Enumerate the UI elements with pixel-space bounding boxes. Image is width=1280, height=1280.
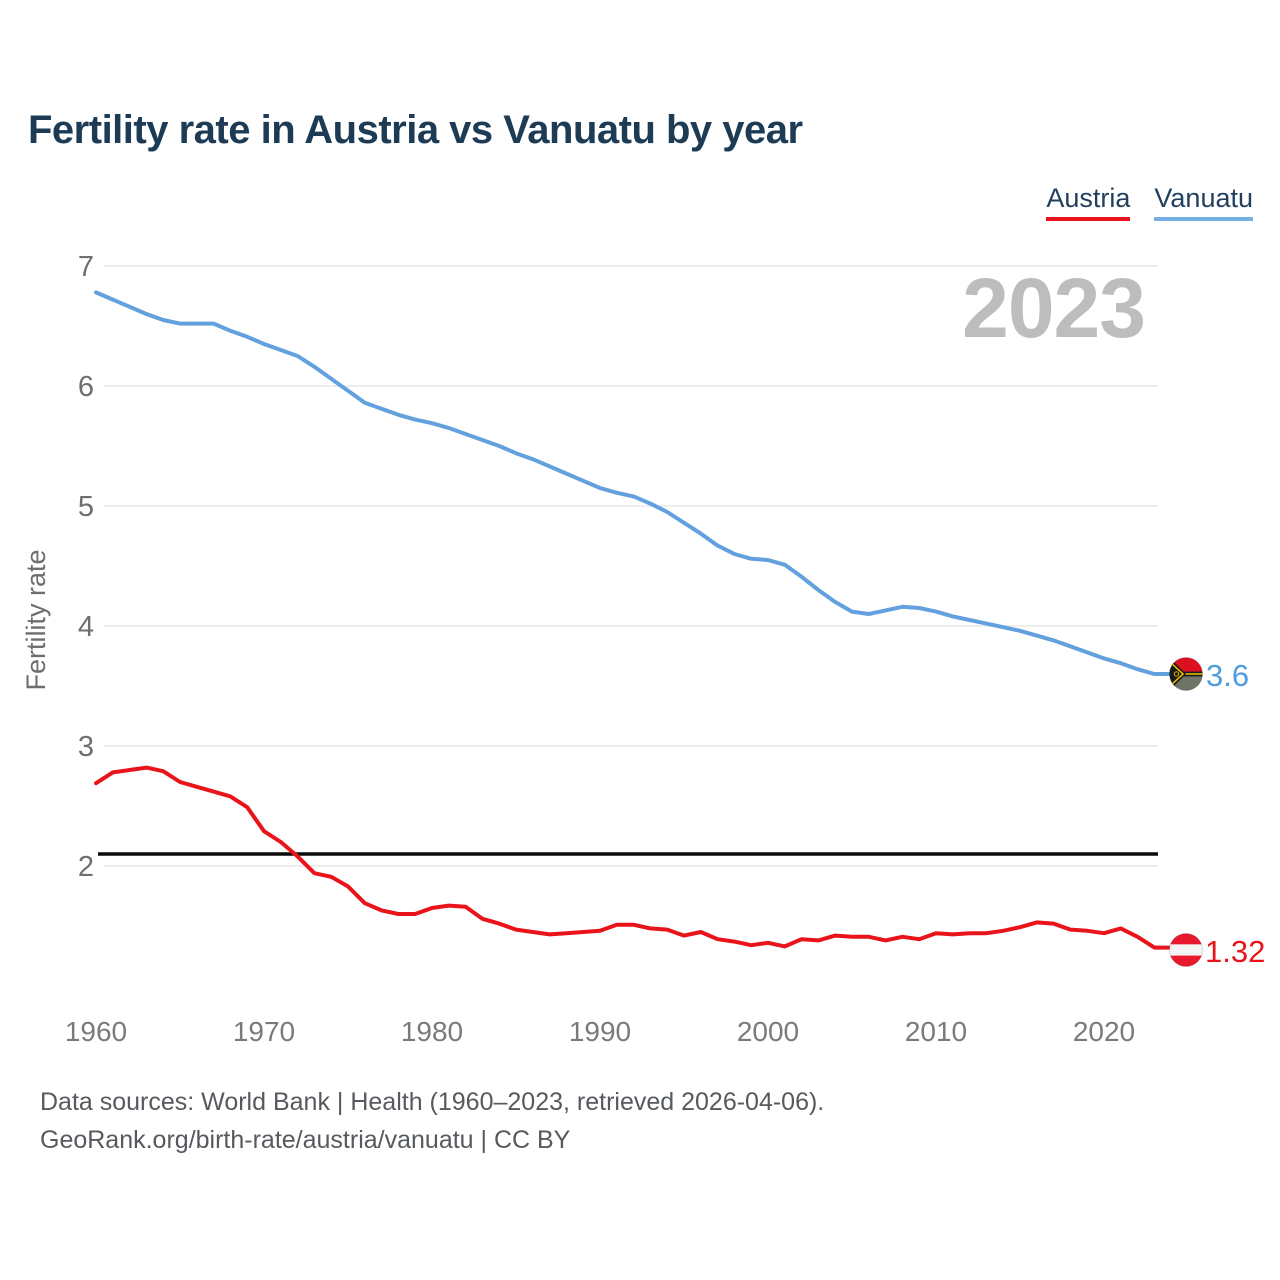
x-tick-label: 2020 xyxy=(1073,1016,1135,1047)
x-tick-label: 2010 xyxy=(905,1016,967,1047)
stripe xyxy=(1169,944,1203,956)
y-tick-label: 2 xyxy=(78,851,94,883)
austria-flag-icon xyxy=(1169,933,1203,967)
austria-flag-icon-art xyxy=(1169,933,1203,967)
stripe xyxy=(1169,933,1203,945)
legend-item-vanuatu[interactable]: Vanuatu xyxy=(1154,183,1253,221)
austria-line xyxy=(94,765,1173,950)
x-tick-label: 2000 xyxy=(737,1016,799,1047)
austria-end-value: 1.32 xyxy=(1205,934,1266,969)
ring xyxy=(1169,933,1203,967)
y-tick-label: 4 xyxy=(78,611,94,643)
y-tick-label: 6 xyxy=(78,371,94,403)
legend-item-austria[interactable]: Austria xyxy=(1046,183,1131,221)
y-tick-label: 5 xyxy=(78,491,94,523)
vanuatu-line xyxy=(94,290,1173,676)
footer: Data sources: World Bank | Health (1960–… xyxy=(40,1083,824,1159)
vanuatu-flag-icon-art xyxy=(1169,657,1203,691)
y-axis-label: Fertility rate xyxy=(21,549,51,690)
stripe xyxy=(1169,955,1203,967)
emblem xyxy=(1173,671,1180,677)
footer-attribution: GeoRank.org/birth-rate/austria/vanuatu |… xyxy=(40,1126,571,1154)
y-tick-label: 7 xyxy=(78,251,94,283)
vanuatu-end-value: 3.6 xyxy=(1206,658,1250,693)
page-title: Fertility rate in Austria vs Vanuatu by … xyxy=(28,108,803,152)
ring xyxy=(1169,657,1203,691)
x-tick-label: 1990 xyxy=(569,1016,631,1047)
x-tick-label: 1970 xyxy=(233,1016,295,1047)
x-tick-label: 1960 xyxy=(65,1016,127,1047)
footer-sources: Data sources: World Bank | Health (1960–… xyxy=(40,1088,825,1116)
emblem xyxy=(1169,660,1185,688)
y-tick-label: 3 xyxy=(78,731,94,763)
x-tick-label: 1980 xyxy=(401,1016,463,1047)
legend: Austria Vanuatu xyxy=(1046,183,1253,221)
year-watermark: 2023 xyxy=(962,261,1146,355)
vanuatu-flag-icon xyxy=(1169,657,1203,691)
